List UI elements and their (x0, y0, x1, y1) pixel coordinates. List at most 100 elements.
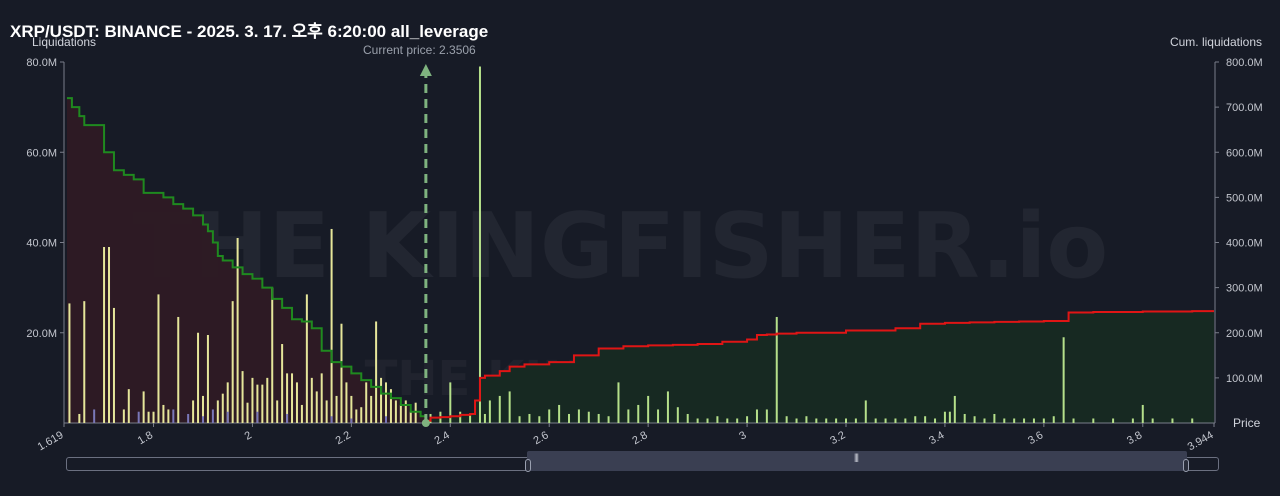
short-bar (627, 409, 630, 423)
long-bar (241, 371, 244, 423)
short-bar (894, 418, 897, 423)
purple-bar (226, 411, 229, 423)
short-bar (904, 418, 907, 423)
chart-title: XRP/USDT: BINANCE - 2025. 3. 17. 오후 6:20… (10, 22, 489, 41)
long-bar (231, 301, 234, 423)
right-axis-title: Cum. liquidations (1169, 35, 1262, 49)
x-tick-label: 2.4 (433, 429, 452, 447)
short-bar (924, 416, 927, 423)
x-tick-label: 1.619 (36, 429, 66, 453)
short-bar (1013, 418, 1016, 423)
long-cum-fill (66, 98, 426, 423)
range-navigator[interactable]: ||| (66, 451, 1219, 472)
current-price-arrow (419, 64, 432, 76)
short-bar (948, 411, 951, 423)
long-bar (201, 395, 204, 423)
navigator-right-handle[interactable] (1183, 459, 1189, 472)
purple-bar (93, 409, 96, 423)
short-bar (538, 416, 541, 423)
short-bar (884, 418, 887, 423)
x-tick-label: 3.2 (828, 429, 847, 447)
purple-bar (187, 413, 190, 423)
long-bar (380, 377, 383, 423)
short-bar (1171, 418, 1174, 423)
short-bar (963, 413, 966, 423)
short-bar (983, 418, 986, 423)
short-bar (558, 404, 561, 423)
left-tick-label: 80.0M (26, 57, 57, 69)
long-bar (236, 237, 239, 423)
short-bar (736, 418, 739, 423)
long-bar (370, 395, 373, 423)
long-bar (320, 373, 323, 423)
long-bar (78, 413, 81, 423)
x-tick-label: 2.6 (531, 429, 550, 447)
x-tick-label: 2 (243, 429, 254, 442)
navigator-window[interactable]: ||| (527, 451, 1187, 471)
short-bar (686, 413, 689, 423)
current-price-dot (421, 419, 430, 427)
long-bar (399, 404, 402, 423)
long-bar (404, 400, 407, 423)
short-bar (775, 316, 778, 423)
short-bar (815, 418, 818, 423)
long-bar (152, 411, 155, 423)
long-bar (221, 393, 224, 423)
short-bar (1141, 404, 1144, 423)
long-bar (127, 389, 130, 423)
long-bar (291, 373, 294, 423)
short-bar (755, 409, 758, 423)
short-bar (726, 418, 729, 423)
short-bar (597, 413, 600, 423)
purple-bar (286, 413, 289, 423)
left-tick-label: 40.0M (26, 238, 57, 250)
long-bar (394, 400, 397, 423)
purple-bar (211, 409, 214, 423)
short-bar (746, 416, 749, 423)
navigator-left-handle[interactable] (525, 459, 531, 472)
long-bar (103, 247, 106, 423)
long-bar (256, 384, 259, 423)
left-tick-label: 20.0M (26, 328, 57, 340)
x-tick-label: 1.8 (136, 429, 155, 447)
purple-bar (137, 411, 140, 423)
long-bar (266, 377, 269, 423)
long-bar (350, 395, 353, 423)
short-bar (845, 418, 847, 423)
short-bar (617, 382, 620, 423)
short-bar (716, 416, 719, 423)
long-bar (83, 301, 86, 423)
long-bar (276, 400, 279, 423)
short-bar (795, 418, 798, 423)
short-bar (1042, 418, 1045, 423)
grip-icon[interactable]: ||| (854, 452, 859, 462)
x-tick-label: 3.8 (1125, 429, 1144, 447)
long-bar (192, 400, 195, 423)
short-bar (1112, 418, 1115, 423)
long-bar (142, 391, 145, 423)
long-bar (375, 321, 378, 423)
long-bar (330, 228, 333, 423)
short-bar (637, 404, 640, 423)
short-bar (577, 409, 580, 423)
short-bar (785, 416, 788, 423)
short-bar (914, 416, 917, 423)
long-bar (271, 287, 274, 423)
short-cum-fill (425, 311, 1214, 423)
short-bar (874, 418, 877, 423)
long-bar (167, 409, 170, 423)
left-tick-label: 60.0M (26, 147, 57, 159)
long-bar (177, 316, 180, 423)
short-cum-line (425, 310, 1214, 422)
long-bar (286, 373, 289, 423)
short-bar (676, 407, 679, 423)
long-bar (226, 382, 229, 423)
left-axis-title: Liquidations (32, 35, 97, 49)
long-bar (335, 395, 338, 423)
long-bar (310, 377, 313, 423)
long-bar (147, 411, 150, 423)
long-bar (122, 409, 125, 423)
long-bar (295, 382, 298, 423)
long-bar (305, 294, 308, 423)
short-bar (607, 416, 610, 423)
